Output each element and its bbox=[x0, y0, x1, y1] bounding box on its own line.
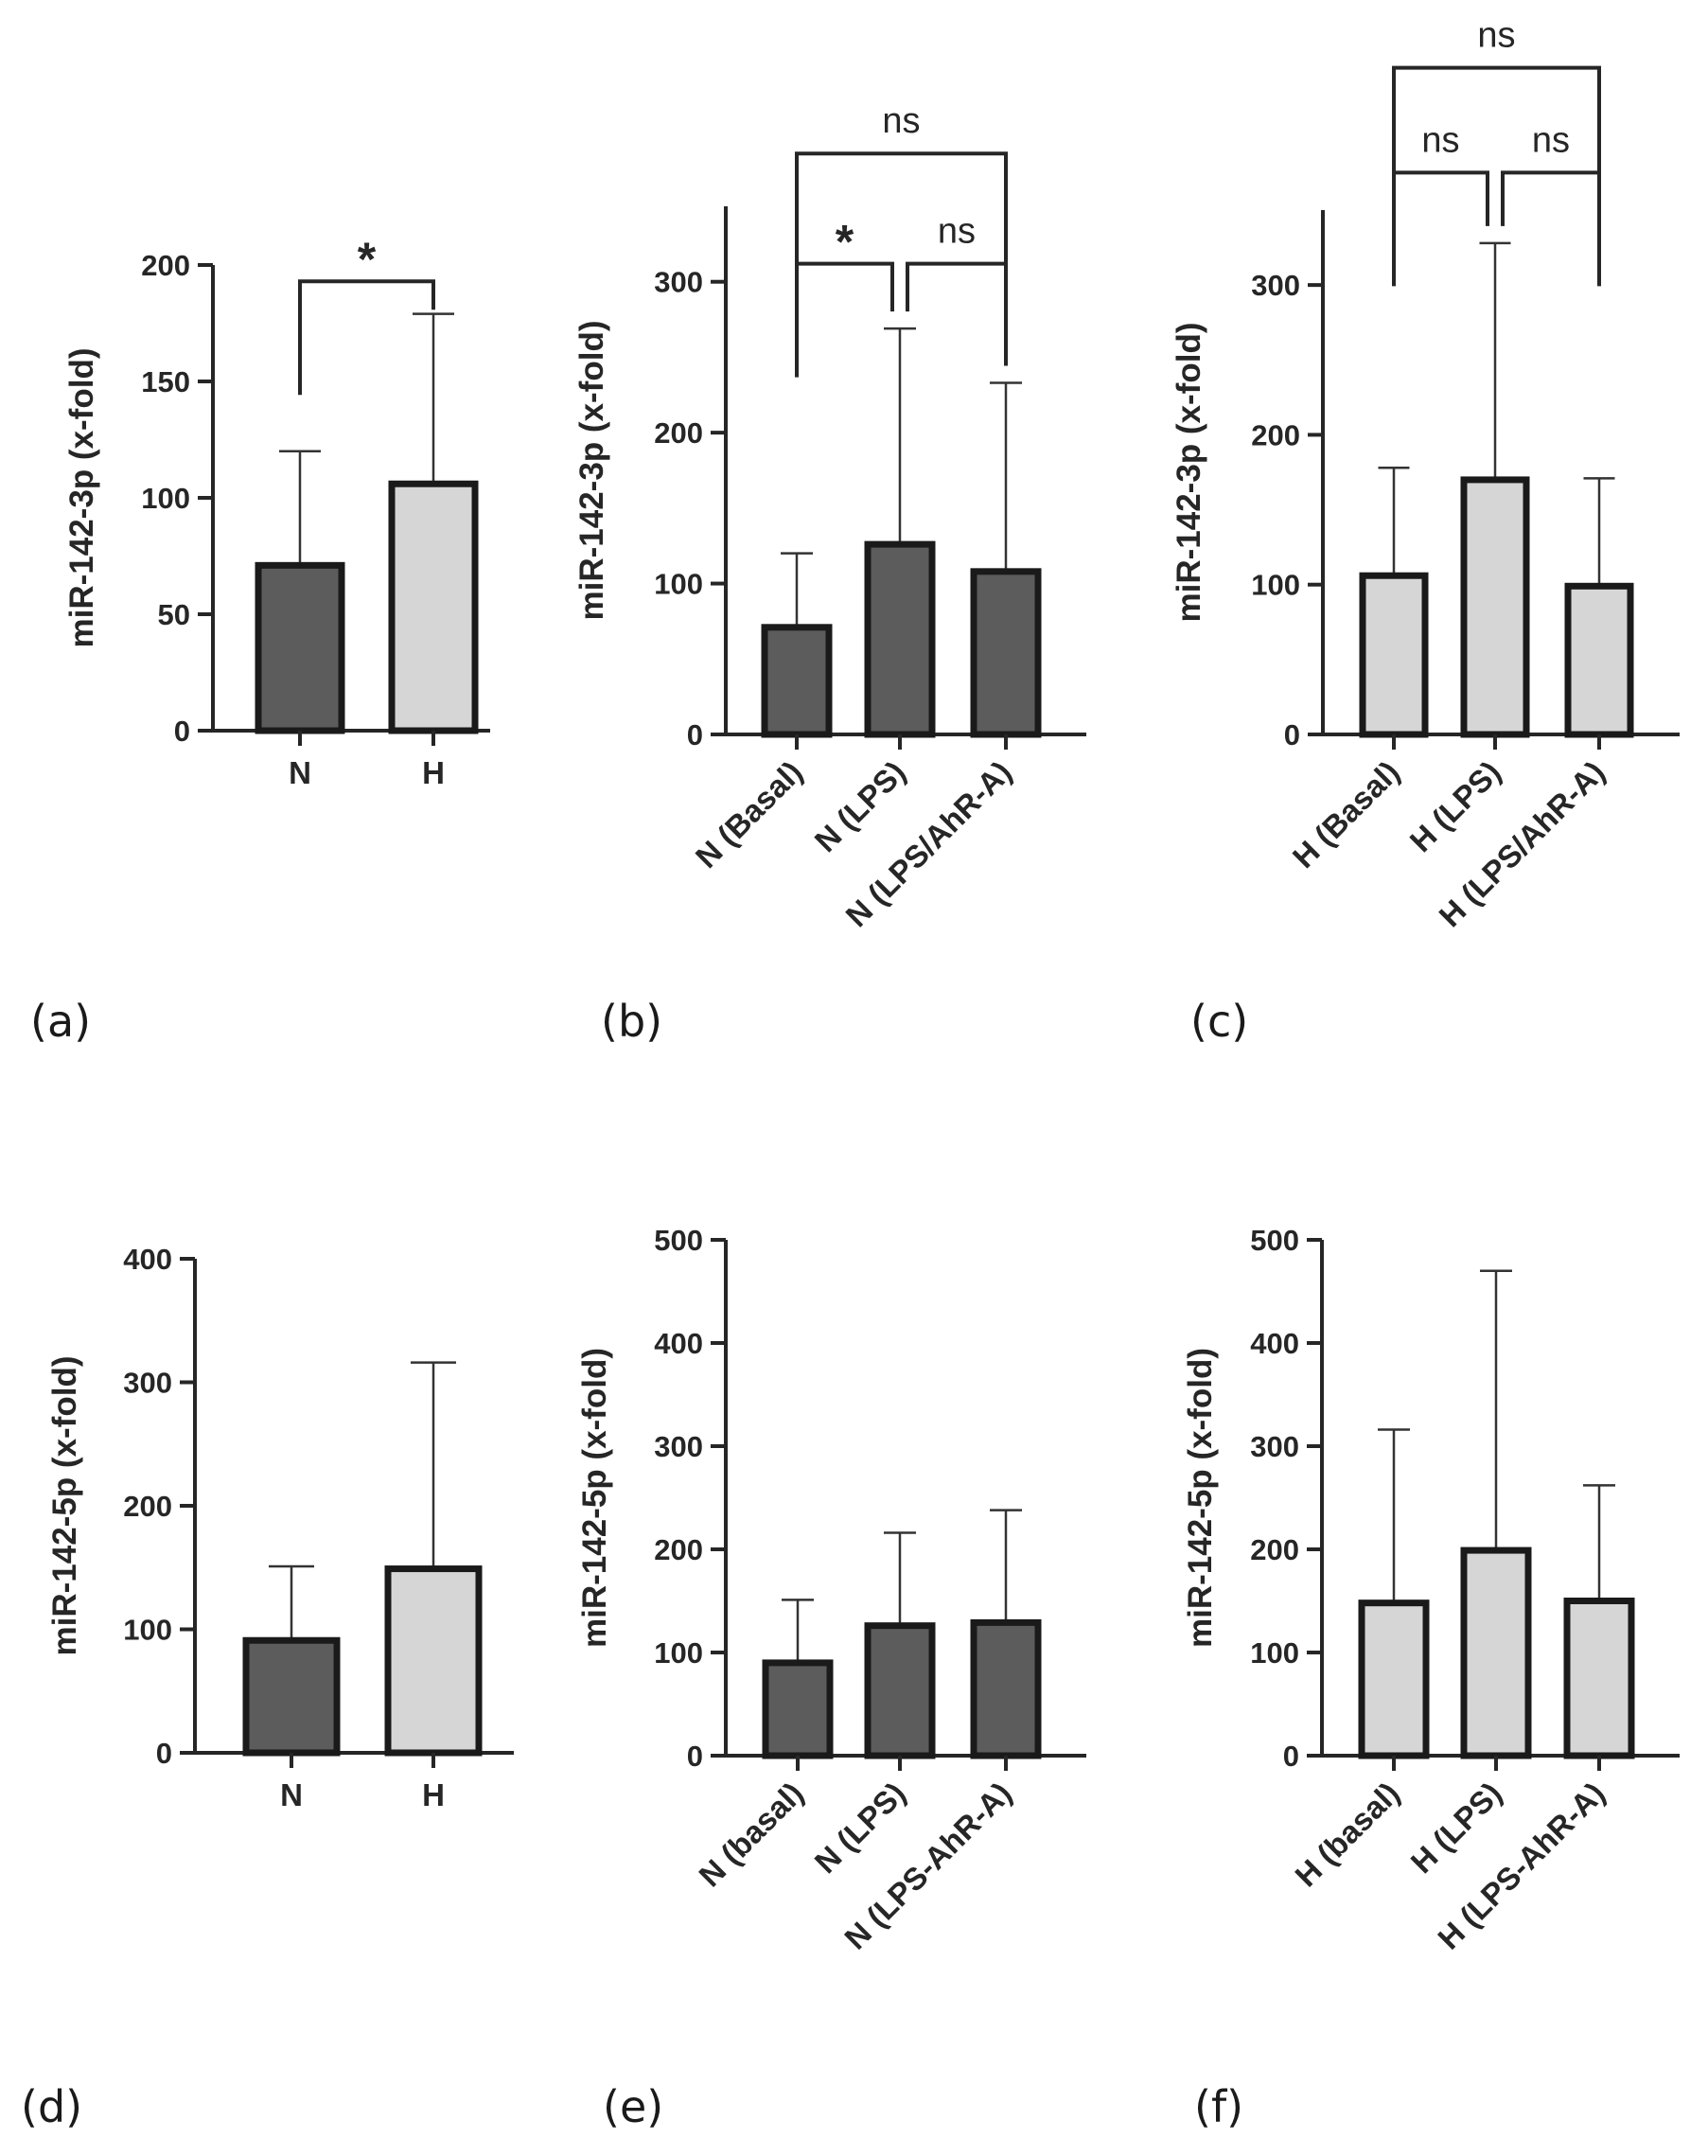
y-axis-title: miR-142-5p (x-fold) bbox=[576, 1348, 613, 1648]
chart-panel-f: 0 100 200 300 400 500 miR-142-5p (x-fold) H (ba… bbox=[1182, 1224, 1680, 2132]
y-tick-label: 200 bbox=[123, 1490, 172, 1523]
panel-label: (e) bbox=[603, 2081, 663, 2132]
panel-label: (c) bbox=[1190, 996, 1248, 1047]
significance-bracket bbox=[795, 261, 894, 378]
chart-panel-b: 0 100 200 300 miR-142-3p (x-fold) N (Basal)N … bbox=[573, 101, 1086, 1047]
y-tick-label: 0 bbox=[156, 1737, 172, 1770]
bar-n bbox=[242, 1636, 341, 1757]
bar-n-lps bbox=[864, 1622, 936, 1759]
bar-h-basal bbox=[1359, 572, 1429, 738]
y-tick-label: 400 bbox=[654, 1327, 703, 1360]
bar-n-basal bbox=[762, 1659, 834, 1759]
bar-h-lps bbox=[1460, 1546, 1532, 1759]
y-axis-title: miR-142-3p (x-fold) bbox=[573, 321, 610, 621]
bar-n-basal bbox=[761, 624, 833, 738]
y-axis-title: miR-142-3p (x-fold) bbox=[63, 348, 100, 648]
significance-bracket bbox=[906, 261, 1008, 366]
y-tick-label: 100 bbox=[654, 1636, 703, 1670]
y-tick-label: 100 bbox=[654, 568, 703, 601]
y-tick-label: 500 bbox=[654, 1224, 703, 1257]
chart-panel-a: 0 50 100 150 200 miR-142-3p (x-fold) N H * (a) bbox=[30, 233, 490, 1047]
bar-n-lps bbox=[864, 540, 936, 738]
y-tick-label: 200 bbox=[141, 249, 190, 282]
bar-h-basal bbox=[1358, 1599, 1430, 1759]
significance-label: ns bbox=[1532, 120, 1570, 160]
y-tick-label: 300 bbox=[123, 1367, 172, 1400]
bar-h-lps bbox=[1460, 476, 1530, 738]
significance-label: ns bbox=[1421, 120, 1459, 160]
panel-label: (a) bbox=[30, 996, 91, 1047]
y-tick-label: 0 bbox=[1283, 1740, 1299, 1773]
y-tick-label: 300 bbox=[654, 1430, 703, 1463]
y-tick-label: 100 bbox=[123, 1614, 172, 1647]
y-tick-label: 300 bbox=[1251, 269, 1300, 302]
bar-h bbox=[384, 1565, 483, 1757]
x-category-label: H (LPS) bbox=[1404, 1776, 1508, 1880]
y-tick-label: 150 bbox=[141, 365, 190, 398]
bar-h-lps-ahr-a bbox=[1564, 582, 1634, 738]
x-category-label: H bbox=[422, 755, 445, 790]
x-category-label: N (Basal) bbox=[689, 754, 809, 875]
bar-h-lps-ahr-a bbox=[1563, 1598, 1635, 1759]
chart-panel-d: 0 100 200 300 400 miR-142-5p (x-fold) N H (d) bbox=[21, 1243, 514, 2132]
significance-bracket bbox=[298, 279, 435, 396]
bar-h bbox=[388, 480, 479, 734]
y-tick-label: 400 bbox=[123, 1243, 172, 1276]
x-category-label: H (LPS) bbox=[1403, 754, 1507, 858]
significance-bracket bbox=[1392, 170, 1489, 287]
significance-bracket bbox=[1501, 170, 1601, 287]
y-axis-title: miR-142-5p (x-fold) bbox=[1182, 1348, 1219, 1648]
y-tick-label: 50 bbox=[158, 598, 190, 631]
x-category-label: N (basal) bbox=[692, 1776, 810, 1894]
chart-panel-e: 0 100 200 300 400 500 miR-142-5p (x-fold) N (ba… bbox=[576, 1224, 1086, 2132]
x-category-label: H bbox=[422, 1777, 445, 1812]
x-category-label: N (LPS) bbox=[808, 754, 912, 858]
y-tick-label: 100 bbox=[1250, 1636, 1299, 1670]
y-tick-label: 300 bbox=[654, 266, 703, 299]
significance-label: * bbox=[358, 233, 377, 286]
significance-label: ns bbox=[938, 212, 976, 252]
y-tick-label: 500 bbox=[1250, 1224, 1299, 1257]
x-category-label: H (Basal) bbox=[1286, 754, 1406, 875]
y-tick-label: 0 bbox=[687, 1740, 703, 1773]
y-axis-title: miR-142-3p (x-fold) bbox=[1171, 323, 1207, 623]
y-tick-label: 0 bbox=[1284, 718, 1300, 751]
x-category-label: N bbox=[280, 1777, 303, 1812]
y-tick-label: 300 bbox=[1250, 1430, 1299, 1463]
y-tick-label: 200 bbox=[1250, 1533, 1299, 1566]
panel-label: (d) bbox=[21, 2081, 82, 2132]
y-tick-label: 200 bbox=[654, 416, 703, 450]
x-category-label: N bbox=[289, 755, 311, 790]
x-category-label: N (LPS) bbox=[808, 1776, 912, 1880]
significance-label: ns bbox=[1477, 16, 1515, 56]
y-tick-label: 100 bbox=[1251, 569, 1300, 602]
y-tick-label: 200 bbox=[1251, 418, 1300, 451]
y-tick-label: 200 bbox=[654, 1533, 703, 1566]
panel-label: (b) bbox=[601, 996, 662, 1047]
chart-panel-c: 0 100 200 300 miR-142-3p (x-fold) H (Basal)H … bbox=[1171, 16, 1680, 1047]
y-tick-label: 100 bbox=[141, 482, 190, 515]
y-tick-label: 0 bbox=[687, 718, 703, 751]
significance-label: ns bbox=[882, 101, 920, 141]
x-category-label: H (basal) bbox=[1288, 1776, 1406, 1894]
significance-bracket bbox=[795, 151, 1008, 268]
panel-label: (f) bbox=[1194, 2081, 1243, 2132]
significance-bracket bbox=[1392, 65, 1601, 182]
bar-n bbox=[255, 561, 345, 734]
y-tick-label: 400 bbox=[1250, 1327, 1299, 1360]
bar-n-lps-ahr-a bbox=[970, 568, 1042, 738]
y-axis-title: miR-142-5p (x-fold) bbox=[46, 1356, 83, 1656]
significance-label: * bbox=[836, 216, 854, 269]
y-tick-label: 0 bbox=[174, 715, 190, 748]
bar-n-lps-ahr-a bbox=[970, 1618, 1042, 1759]
